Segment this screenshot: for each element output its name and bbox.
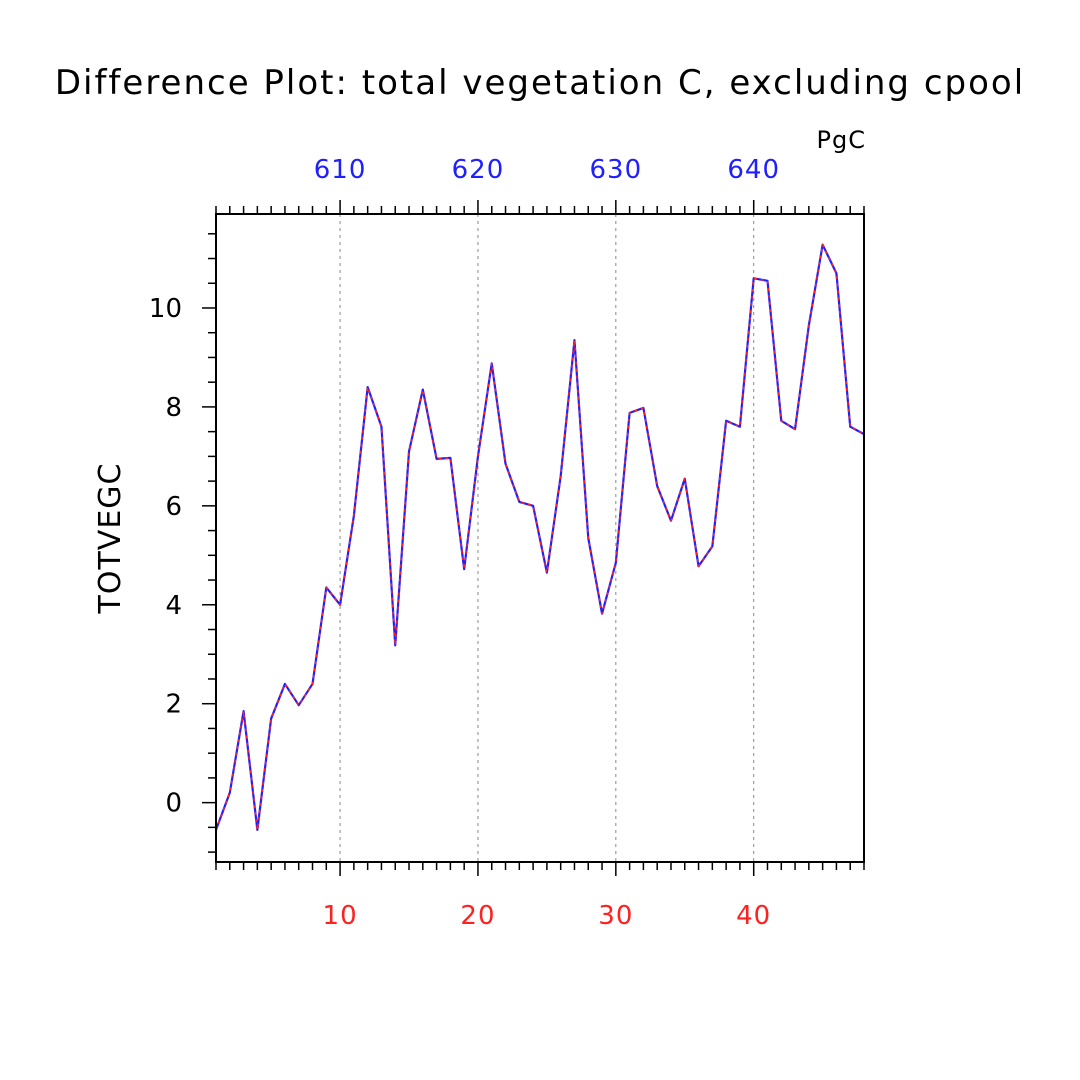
- y-tick-label: 8: [165, 393, 182, 423]
- x-tick-label-top: 630: [590, 155, 643, 185]
- y-tick-label: 2: [165, 690, 182, 720]
- y-tick-label: 4: [165, 591, 182, 621]
- tick-labels: 10 20 30 40 610 620 630 640 0 2 4 6 8 10: [149, 155, 780, 931]
- units-label: PgC: [817, 126, 866, 154]
- series-line-overlay: [215, 243, 865, 831]
- y-tick-label: 10: [149, 294, 182, 324]
- y-tick-label: 6: [165, 492, 182, 522]
- series-lines: [214, 243, 865, 831]
- y-tick-label: 0: [165, 789, 182, 819]
- x-tick-label-bottom: 10: [323, 901, 358, 931]
- x-tick-label-top: 640: [727, 155, 780, 185]
- x-tick-label-bottom: 40: [736, 901, 771, 931]
- x-tick-label-top: 620: [452, 155, 505, 185]
- chart-title: Difference Plot: total vegetation C, exc…: [55, 63, 1025, 103]
- grid-lines: [339, 214, 755, 862]
- x-tick-label-top: 610: [314, 155, 367, 185]
- plot-frame: [215, 213, 865, 863]
- y-axis-label: TOTVEGC: [93, 463, 128, 615]
- axis-ticks: [202, 200, 865, 876]
- x-tick-label-bottom: 30: [598, 901, 633, 931]
- x-tick-label-bottom: 20: [460, 901, 495, 931]
